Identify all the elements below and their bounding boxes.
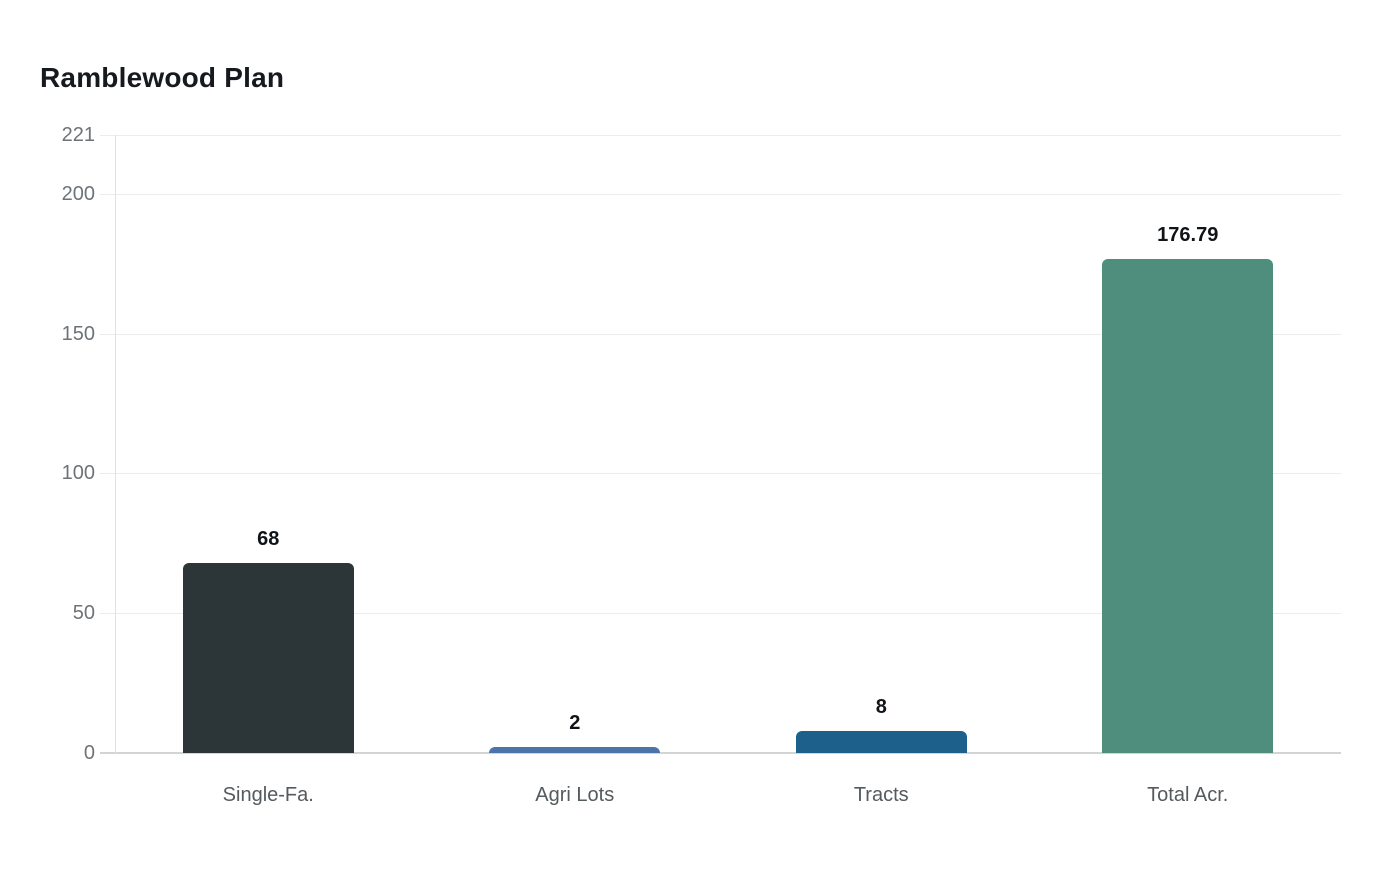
- bar-value-label: 8: [875, 695, 887, 718]
- y-tick-label: 50: [72, 602, 95, 625]
- gridline-221: [100, 135, 1341, 136]
- gridline-50: [100, 613, 1341, 615]
- bar: [795, 730, 967, 753]
- y-tick-label: 200: [61, 182, 95, 205]
- x-category-label: Tracts: [853, 784, 909, 806]
- y-tick-label: 100: [61, 462, 95, 485]
- bar: [489, 747, 661, 753]
- y-tick-label: 221: [61, 124, 95, 146]
- bar-group-agri-lots: 2: [489, 712, 661, 753]
- bar-group-single-fa-: 68: [182, 528, 354, 753]
- gridline-150: [100, 333, 1341, 335]
- bar: [182, 562, 354, 753]
- y-axis-line: [115, 135, 116, 753]
- y-tick-label: 0: [83, 742, 95, 764]
- bar-group-total-acr-: 176.79: [1102, 224, 1274, 753]
- bar: [1102, 258, 1274, 753]
- gridline-0: [100, 752, 1341, 754]
- bar-value-label: 2: [569, 712, 581, 735]
- gridline-100: [100, 473, 1341, 475]
- y-tick-label: 150: [61, 322, 95, 345]
- x-category-label: Total Acr.: [1147, 784, 1229, 806]
- bar-group-tracts: 8: [795, 696, 967, 753]
- gridline-200: [100, 193, 1341, 195]
- bar-value-label: 176.79: [1157, 223, 1219, 246]
- chart-title: Ramblewood Plan: [40, 62, 285, 93]
- bar-value-label: 68: [257, 527, 280, 550]
- x-category-label: Single-Fa.: [222, 784, 314, 806]
- x-category-label: Agri Lots: [535, 784, 615, 806]
